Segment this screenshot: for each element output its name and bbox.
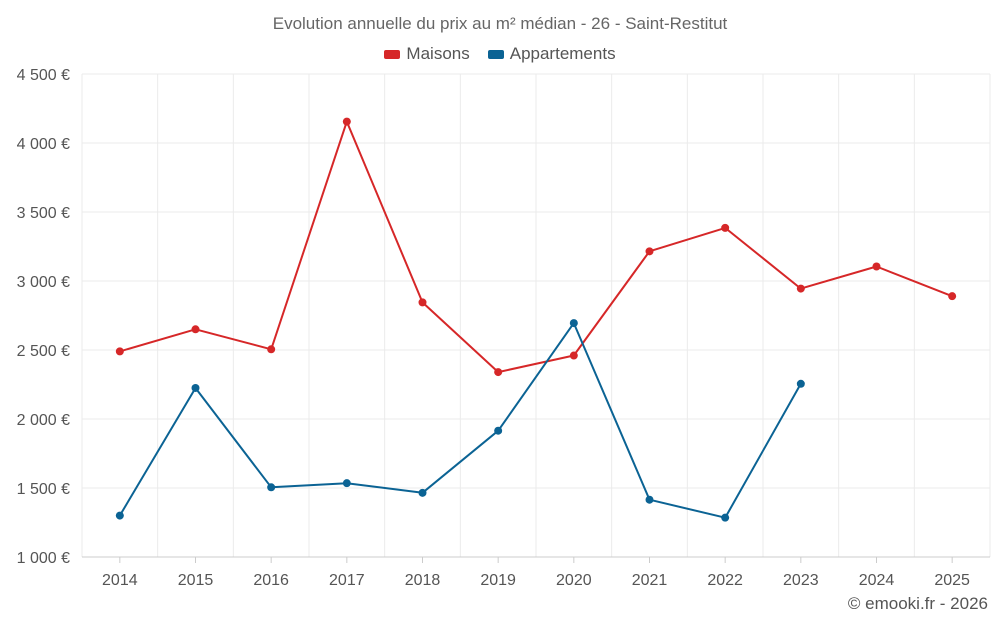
- data-point-appartements[interactable]: [569, 319, 578, 328]
- x-tick-label: 2020: [556, 572, 592, 589]
- y-tick-label: 1 000 €: [17, 550, 70, 567]
- legend-label-appartements: Appartements: [509, 44, 616, 63]
- y-tick-label: 1 500 €: [17, 481, 70, 498]
- x-tick-label: 2018: [405, 572, 441, 589]
- grid: [81, 73, 991, 558]
- x-tick-label: 2015: [178, 572, 214, 589]
- legend: Maisons Appartements: [0, 44, 1000, 64]
- data-point-appartements[interactable]: [494, 426, 503, 435]
- legend-item-appartements[interactable]: Appartements: [487, 44, 616, 64]
- x-tick-label: 2014: [102, 572, 138, 589]
- data-point-maisons[interactable]: [418, 298, 427, 307]
- legend-label-maisons: Maisons: [406, 44, 470, 63]
- data-point-maisons[interactable]: [342, 117, 351, 126]
- legend-item-maisons[interactable]: Maisons: [384, 44, 470, 64]
- x-tick-label: 2016: [253, 572, 289, 589]
- x-tick-label: 2024: [859, 572, 895, 589]
- series-line-maisons: [119, 120, 953, 374]
- x-tick-label: 2019: [480, 572, 516, 589]
- y-tick-label: 3 500 €: [17, 205, 70, 222]
- credit-text: © emooki.fr - 2026: [847, 594, 988, 613]
- data-point-appartements[interactable]: [115, 511, 124, 520]
- data-point-appartements[interactable]: [721, 513, 730, 522]
- y-tick-label: 4 000 €: [17, 136, 70, 153]
- y-tick-label: 2 000 €: [17, 412, 70, 429]
- y-tick-label: 3 000 €: [17, 274, 70, 291]
- x-tick-label: 2025: [934, 572, 970, 589]
- data-point-maisons[interactable]: [569, 351, 578, 360]
- data-point-maisons[interactable]: [115, 347, 124, 356]
- legend-swatch-maisons: [384, 49, 401, 59]
- data-point-appartements[interactable]: [267, 483, 276, 492]
- data-point-maisons[interactable]: [267, 345, 276, 354]
- data-point-appartements[interactable]: [645, 495, 654, 504]
- x-tick-label: 2021: [632, 572, 668, 589]
- x-tick-label: 2017: [329, 572, 365, 589]
- data-point-maisons[interactable]: [948, 292, 957, 301]
- y-tick-label: 2 500 €: [17, 343, 70, 360]
- data-point-maisons[interactable]: [494, 368, 503, 377]
- series: [115, 117, 957, 522]
- axes: 1 000 € 1 500 € 2 000 € 2 500 € 3 000 € 3 500…: [17, 67, 990, 589]
- data-point-appartements[interactable]: [342, 479, 351, 488]
- series-line-appartements: [118, 322, 802, 519]
- data-point-maisons[interactable]: [872, 262, 881, 271]
- data-point-maisons[interactable]: [191, 325, 200, 334]
- legend-swatch-appartements: [487, 49, 504, 59]
- data-point-maisons[interactable]: [721, 223, 730, 232]
- data-point-appartements[interactable]: [418, 488, 427, 497]
- x-tick-label: 2023: [783, 572, 819, 589]
- data-point-maisons[interactable]: [796, 284, 805, 293]
- data-point-appartements[interactable]: [796, 379, 805, 388]
- y-tick-label: 4 500 €: [17, 67, 70, 84]
- data-point-appartements[interactable]: [191, 383, 200, 392]
- x-tick-label: 2022: [707, 572, 743, 589]
- data-point-maisons[interactable]: [645, 247, 654, 256]
- chart-title: Evolution annuelle du prix au m² médian …: [272, 14, 728, 33]
